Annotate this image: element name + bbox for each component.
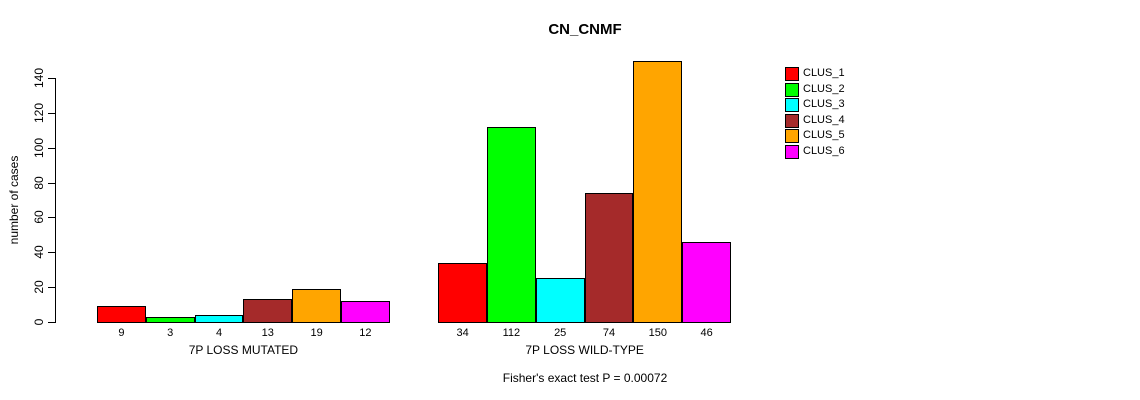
legend-swatch-clus_6 xyxy=(785,144,799,159)
y-tick-label: 60 xyxy=(32,210,46,225)
bar-clus_1 xyxy=(438,262,487,323)
bar-value-label: 112 xyxy=(502,327,521,339)
legend-label: CLUS_1 xyxy=(803,67,845,79)
bar-clus_4 xyxy=(243,299,293,323)
bar-clus_2 xyxy=(487,126,536,323)
bar-clus_4 xyxy=(584,193,634,323)
legend-item-clus_2: CLUS_2 xyxy=(785,82,875,97)
bar-value-label: 3 xyxy=(167,327,174,339)
bar-clus_5 xyxy=(292,288,341,323)
legend-item-clus_1: CLUS_1 xyxy=(785,67,875,81)
legend-label: CLUS_5 xyxy=(803,129,845,141)
y-tick-label: 0 xyxy=(32,318,46,326)
bar-clus_5 xyxy=(633,60,683,323)
y-tick xyxy=(48,322,55,323)
group-label: 7P LOSS WILD-TYPE xyxy=(525,343,644,357)
y-tick-label: 20 xyxy=(32,280,46,294)
legend-swatch-clus_2 xyxy=(785,82,799,97)
y-tick xyxy=(48,287,55,289)
y-axis xyxy=(55,78,56,323)
y-axis-label: number of cases xyxy=(7,155,21,245)
bar-value-label: 4 xyxy=(215,327,223,339)
fisher-test-annotation: Fisher's exact test P = 0.00072 xyxy=(502,371,668,385)
y-tick xyxy=(48,112,55,114)
y-tick xyxy=(48,252,55,254)
legend-item-clus_6: CLUS_6 xyxy=(785,144,875,159)
y-tick-label: 100 xyxy=(32,137,46,158)
bar-value-label: 150 xyxy=(648,327,667,339)
group-label: 7P LOSS MUTATED xyxy=(188,343,299,357)
bar-value-label: 34 xyxy=(456,327,469,339)
bar-value-label: 25 xyxy=(554,327,567,339)
y-tick-label: 40 xyxy=(32,245,46,259)
bar-clus_6 xyxy=(341,301,390,323)
legend-item-clus_4: CLUS_4 xyxy=(785,113,875,128)
y-tick-label: 80 xyxy=(32,175,46,190)
bar-value-label: 46 xyxy=(700,327,713,339)
bar-clus_3 xyxy=(194,315,244,323)
legend-swatch-clus_3 xyxy=(785,98,799,112)
bar-clus_6 xyxy=(682,241,731,323)
y-tick xyxy=(48,217,55,219)
y-tick-label: 140 xyxy=(32,67,46,89)
legend-swatch-clus_1 xyxy=(785,67,799,81)
y-tick-label: 120 xyxy=(32,102,46,123)
bar-value-label: 12 xyxy=(359,327,372,339)
legend-label: CLUS_2 xyxy=(803,82,845,95)
y-tick xyxy=(48,78,55,79)
legend-item-clus_3: CLUS_3 xyxy=(785,98,875,112)
legend-label: CLUS_4 xyxy=(803,113,845,126)
bar-clus_2 xyxy=(145,316,195,323)
legend-item-clus_5: CLUS_5 xyxy=(785,129,875,143)
legend-swatch-clus_4 xyxy=(785,113,799,128)
y-tick xyxy=(48,147,55,149)
bar-value-label: 19 xyxy=(310,327,323,339)
bar-clus_3 xyxy=(535,278,585,323)
bar-value-label: 13 xyxy=(261,327,274,339)
bar-clus_1 xyxy=(97,306,146,323)
legend-label: CLUS_3 xyxy=(803,98,845,110)
legend-swatch-clus_5 xyxy=(785,129,799,143)
bar-value-label: 74 xyxy=(602,327,616,339)
y-tick xyxy=(48,182,55,184)
legend-label: CLUS_6 xyxy=(803,144,845,157)
bar-value-label: 9 xyxy=(118,327,125,339)
chart-title: CN_CNMF xyxy=(548,21,622,38)
